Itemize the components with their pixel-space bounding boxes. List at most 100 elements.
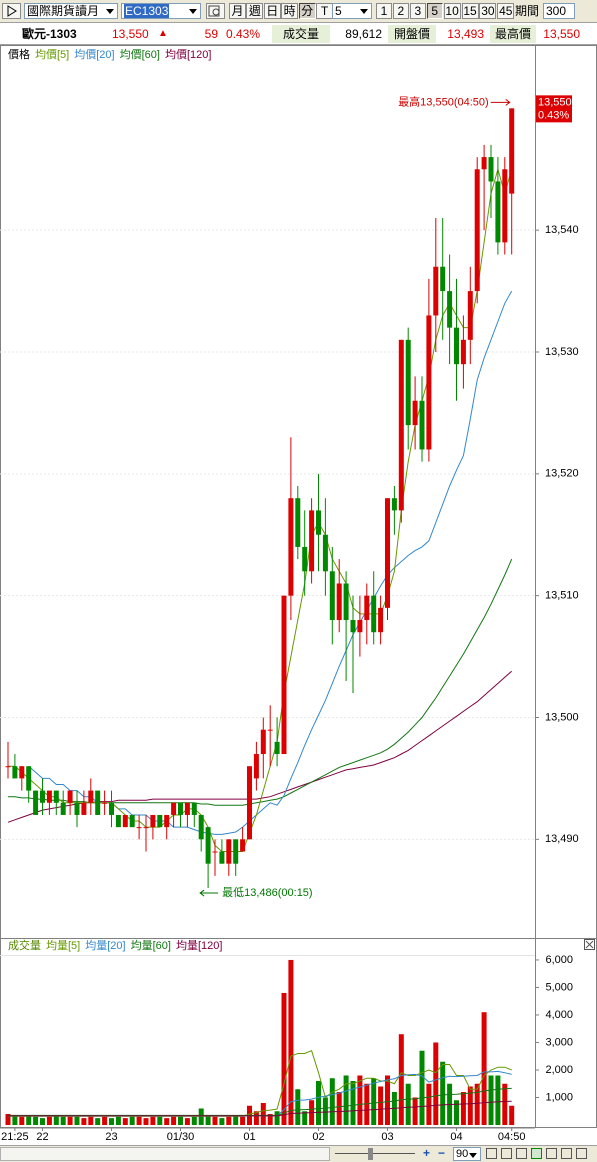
candle-body [191,802,197,815]
toolbar-button[interactable]: T [316,3,333,19]
candle-body [481,157,487,170]
zoom-slider[interactable] [335,1153,415,1154]
toolbar-button[interactable]: 10 [443,3,461,19]
candle-body [26,766,32,791]
volume-bar [219,1118,225,1125]
volume-bar [122,1118,128,1125]
play-button[interactable] [2,3,21,19]
scrollbar[interactable] [0,1147,330,1161]
annotation: 最低13,486(00:15) [222,885,313,899]
candle-body [247,766,252,840]
volume-bar [129,1116,135,1125]
toolbar-button[interactable]: 時 [281,3,299,19]
toolbar-button[interactable]: 分 [298,3,316,19]
view-button[interactable] [531,1148,542,1159]
candle-body [46,790,52,803]
view-button[interactable] [516,1148,527,1159]
y-tick-label: 13,500 [545,711,579,723]
toolbar-button[interactable]: 1 [376,3,392,19]
volume-bar [226,1116,232,1125]
zoom-thumb[interactable] [368,1148,373,1160]
zoom-in[interactable]: + [423,1146,431,1160]
legend-title: 成交量 [8,938,41,952]
last-pct-label: 0.43% [538,109,569,121]
toolbar-button[interactable]: 30 [479,3,497,19]
volume-bar [405,1083,411,1125]
view-button[interactable] [546,1148,557,1159]
volume-bar [233,1115,239,1125]
candle-body [233,839,239,864]
volume-bar [274,1111,280,1125]
volume-bar [302,1111,308,1125]
toolbar-button[interactable]: 月 [229,3,246,19]
volume-bar [481,1012,487,1125]
candle-body [74,802,80,815]
x-tick-label: 22 [36,1131,48,1143]
toolbar-button[interactable]: 週 [246,3,264,19]
volume-bar [357,1075,363,1125]
volume-bar [191,1116,197,1125]
volume-bar [53,1115,59,1125]
candle-body [419,400,425,450]
legend-entry: 均價[60] [120,47,160,61]
x-tick-label: 02 [312,1131,324,1143]
toolbar-button[interactable]: 3 [409,3,426,19]
range-input[interactable]: 300 [543,3,575,19]
legend-title: 價格 [8,47,30,61]
volume-bar [454,1100,459,1125]
volume-bar [95,1118,101,1125]
annotation: 最高13,550(04:50) [398,94,489,108]
volume-bar [157,1116,163,1125]
toolbar-button[interactable]: 45 [497,3,515,19]
view-button[interactable] [486,1148,497,1159]
volume-bar [150,1116,156,1125]
contract-name: 歐元-1303 [22,27,77,41]
volume-bar [40,1118,45,1125]
volume-bar [12,1115,18,1125]
volume-bar [419,1050,425,1125]
volume-bar [171,1116,177,1125]
search-button[interactable] [206,3,225,19]
legend-entry: 均量[60] [131,939,171,952]
toolbar-button[interactable]: 5 [426,3,443,19]
zoom-select[interactable]: 90 [453,1147,481,1161]
zoom-out[interactable]: − [438,1146,446,1160]
candle-body [184,802,190,815]
toolbar-button[interactable]: 15 [461,3,479,19]
view-button[interactable] [501,1148,512,1159]
y-tick-label: 13,520 [545,468,579,480]
x-tick-label: 01 [243,1131,255,1143]
candle-body [253,754,259,779]
view-button[interactable] [561,1148,572,1159]
candle-body [95,790,101,815]
view-button[interactable] [576,1148,587,1159]
candle-body [274,741,280,755]
volume-bar [102,1116,108,1125]
toolbar-button[interactable]: 日 [263,3,281,19]
play-icon [7,5,17,17]
candle-body [219,851,225,864]
x-tick-label: 04 [450,1131,462,1143]
candle-body [309,510,315,572]
candle-body [157,814,163,828]
candle-body [5,766,11,768]
volume-bar [385,1075,390,1125]
market-select[interactable]: 國際期貨讀月 [24,3,118,19]
x-tick-label: 23 [105,1131,117,1143]
volume-bar [467,1086,473,1125]
interval-select[interactable]: 5 [332,3,372,19]
candle-body [426,315,432,450]
change-arrow: ▲ [158,28,168,39]
candle-body [398,339,404,511]
candle-body [12,766,18,779]
symbol-text: EC1303 [124,4,170,18]
toolbar-button[interactable]: 2 [392,3,409,19]
annotation-arrow [490,98,511,106]
symbol-input[interactable]: EC1303 [121,3,201,19]
volume-bar [343,1075,349,1125]
candle-body [502,169,508,243]
volume-bar [33,1116,39,1125]
candle-body [460,339,466,365]
volume-bar [426,1083,432,1125]
legend-entry: 均量[20] [85,939,125,952]
